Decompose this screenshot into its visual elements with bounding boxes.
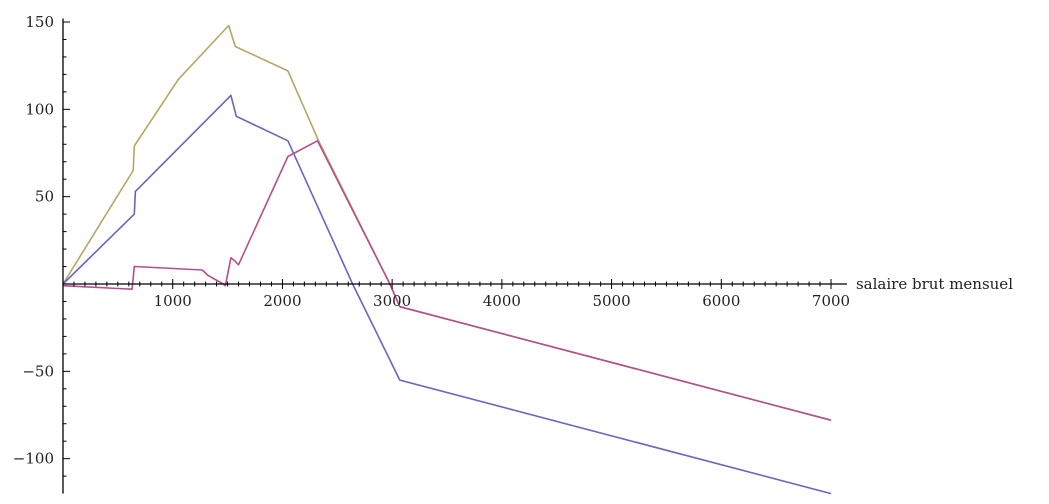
x-axis-label: salaire brut mensuel [856,275,1013,293]
series-layer [62,24,832,495]
series-line-2 [62,94,832,495]
x-tick-label-4000: 4000 [483,292,521,310]
ticks-layer: 1000 2000 3000 4000 5000 6000 7000 −100 −50 50 100… [13,13,850,477]
y-tick-label--100: −100 [13,450,54,468]
y-tick-label--50: −50 [22,362,54,380]
y-tick-label-100: 100 [25,100,54,118]
axes-layer [62,18,847,494]
series-line-3 [62,140,832,421]
x-tick-label-2000: 2000 [263,292,301,310]
x-tick-label-7000: 7000 [812,292,850,310]
series-line-1 [62,24,832,421]
x-tick-label-1000: 1000 [154,292,192,310]
x-tick-label-5000: 5000 [592,292,630,310]
x-tick-label-6000: 6000 [702,292,740,310]
x-tick-label-3000: 3000 [373,292,411,310]
y-tick-label-150: 150 [25,13,54,31]
y-tick-label-50: 50 [35,188,54,206]
